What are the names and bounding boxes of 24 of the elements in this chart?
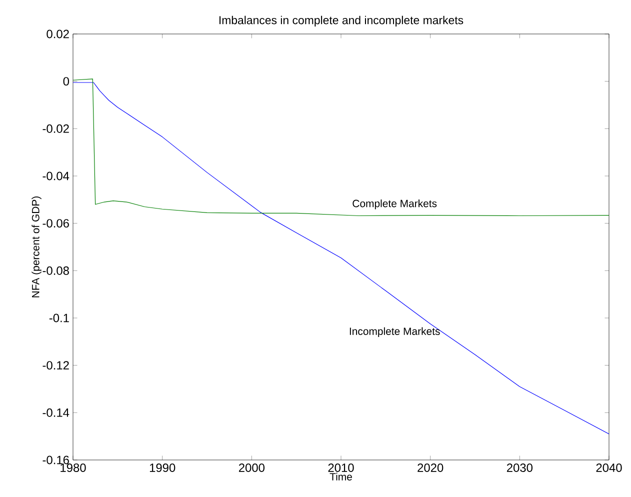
- x-tick-label: 2020: [418, 464, 444, 472]
- y-axis-title: NFA (percent of GDP): [32, 196, 42, 298]
- line-series: [73, 82, 610, 434]
- x-tick-label: 2030: [506, 464, 533, 472]
- y-tick-label: -0.1: [49, 314, 69, 322]
- x-tick-label: 2040: [596, 464, 622, 472]
- series-label: Incomplete Markets: [350, 327, 440, 338]
- y-tick-label: 0.02: [46, 30, 69, 38]
- x-tick-label: 2010: [328, 464, 354, 472]
- y-tick-label: -0.02: [42, 124, 69, 133]
- y-tick-label: -0.04: [42, 172, 70, 180]
- y-tick-label: 0: [63, 77, 70, 86]
- y-tick-label: -0.08: [42, 266, 69, 275]
- line-series: [73, 78, 610, 216]
- y-tick-label: -0.06: [42, 219, 69, 228]
- y-tick-label: -0.16: [42, 456, 69, 464]
- x-tick-label: 1980: [60, 464, 86, 472]
- x-axis-title: Time: [330, 472, 352, 480]
- y-tick-label: -0.12: [42, 361, 69, 370]
- chart-title: Imbalances in complete and incomplete markets: [219, 16, 464, 26]
- x-tick-label: 2000: [238, 464, 265, 472]
- series-label: Complete Markets: [352, 200, 437, 210]
- y-tick-label: -0.14: [42, 408, 70, 417]
- x-tick-label: 1990: [150, 464, 176, 472]
